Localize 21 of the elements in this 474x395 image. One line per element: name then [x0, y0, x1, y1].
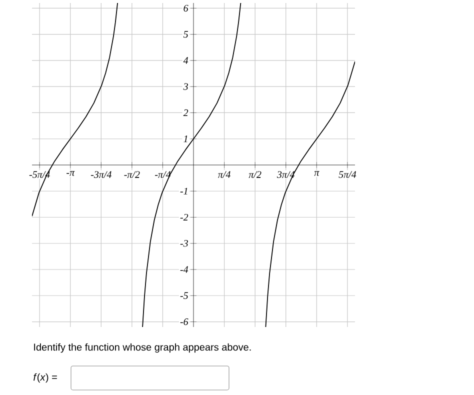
y-tick-label: -6: [180, 318, 188, 326]
y-tick-label: 3: [183, 83, 188, 90]
y-tick-label: -3: [180, 240, 188, 247]
x-tick-label: 5π/4: [338, 171, 356, 178]
y-tick-label: 4: [183, 57, 188, 64]
y-tick-label: 1: [184, 136, 188, 142]
y-tick-label: -4: [180, 266, 188, 273]
y-tick-label: 2: [183, 109, 188, 116]
x-tick-label: π: [314, 171, 320, 176]
x-tick-label: π/2: [248, 171, 262, 178]
y-tick-label: 6: [184, 4, 188, 12]
text: f(x) =: [34, 373, 57, 383]
x-tick-label: -π/2: [124, 171, 140, 178]
y-tick-label: -1: [180, 188, 188, 194]
y-tick-label: -5: [180, 292, 188, 299]
text: Identify the function whose graph appears above.: [34, 343, 251, 353]
y-tick-label: -2: [180, 214, 188, 221]
x-tick-label: -3π/4: [90, 171, 112, 178]
x-tick-label: -π: [66, 171, 75, 176]
y-tick-label: 5: [183, 31, 188, 38]
x-tick-label: π/4: [218, 171, 230, 178]
